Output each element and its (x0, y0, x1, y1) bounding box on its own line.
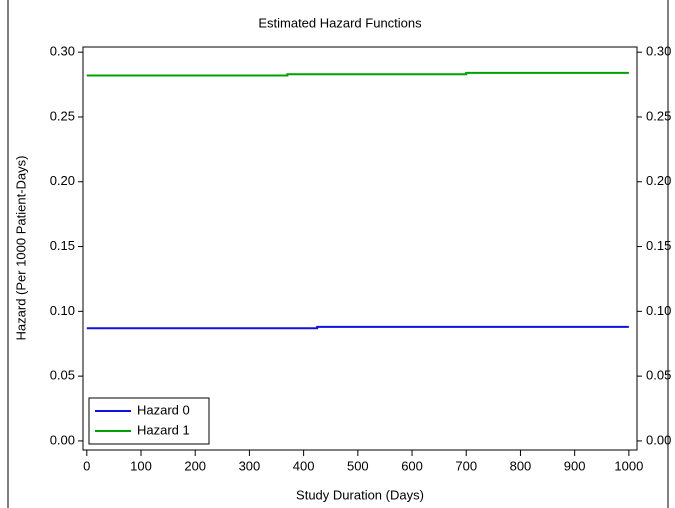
x-tick-label: 800 (510, 458, 532, 473)
x-tick-label: 200 (184, 458, 206, 473)
series-line (86, 71, 629, 77)
y-tick-label: 0.05 (50, 368, 75, 383)
x-tick-label: 400 (293, 458, 315, 473)
x-tick-label: 700 (455, 458, 477, 473)
y-tick-label: 0.15 (50, 238, 75, 253)
x-tick-label: 500 (347, 458, 369, 473)
y-tick-label: 0.10 (50, 303, 75, 318)
chart-title: Estimated Hazard Functions (258, 15, 422, 30)
y2-tick-label: 0.10 (646, 303, 671, 318)
legend-box (88, 397, 210, 445)
plot-frame (82, 46, 638, 451)
y2-tick-label: 0.15 (646, 238, 671, 253)
y-tick-label: 0.20 (50, 173, 75, 188)
x-axis-label: Study Duration (Days) (296, 487, 424, 502)
y2-tick-label: 0.05 (646, 368, 671, 383)
y2-tick-label: 0.30 (646, 44, 671, 59)
y2-tick-label: 0.20 (646, 173, 671, 188)
legend-label: Hazard 1 (137, 422, 190, 437)
x-tick-label: 900 (564, 458, 586, 473)
x-tick-label: 600 (401, 458, 423, 473)
x-tick-label: 100 (130, 458, 152, 473)
x-tick-label: 1000 (614, 458, 643, 473)
x-tick-label: 300 (239, 458, 261, 473)
y2-tick-label: 0.25 (646, 108, 671, 123)
y-tick-label: 0.00 (50, 432, 75, 447)
y-axis-label: Hazard (Per 1000 Patient-Days) (13, 156, 28, 341)
y-tick-label: 0.25 (50, 108, 75, 123)
x-tick-label: 0 (83, 458, 90, 473)
y-tick-label: 0.30 (50, 44, 75, 59)
series-line (86, 325, 629, 330)
legend-label: Hazard 0 (137, 402, 190, 417)
y2-tick-label: 0.00 (646, 432, 671, 447)
